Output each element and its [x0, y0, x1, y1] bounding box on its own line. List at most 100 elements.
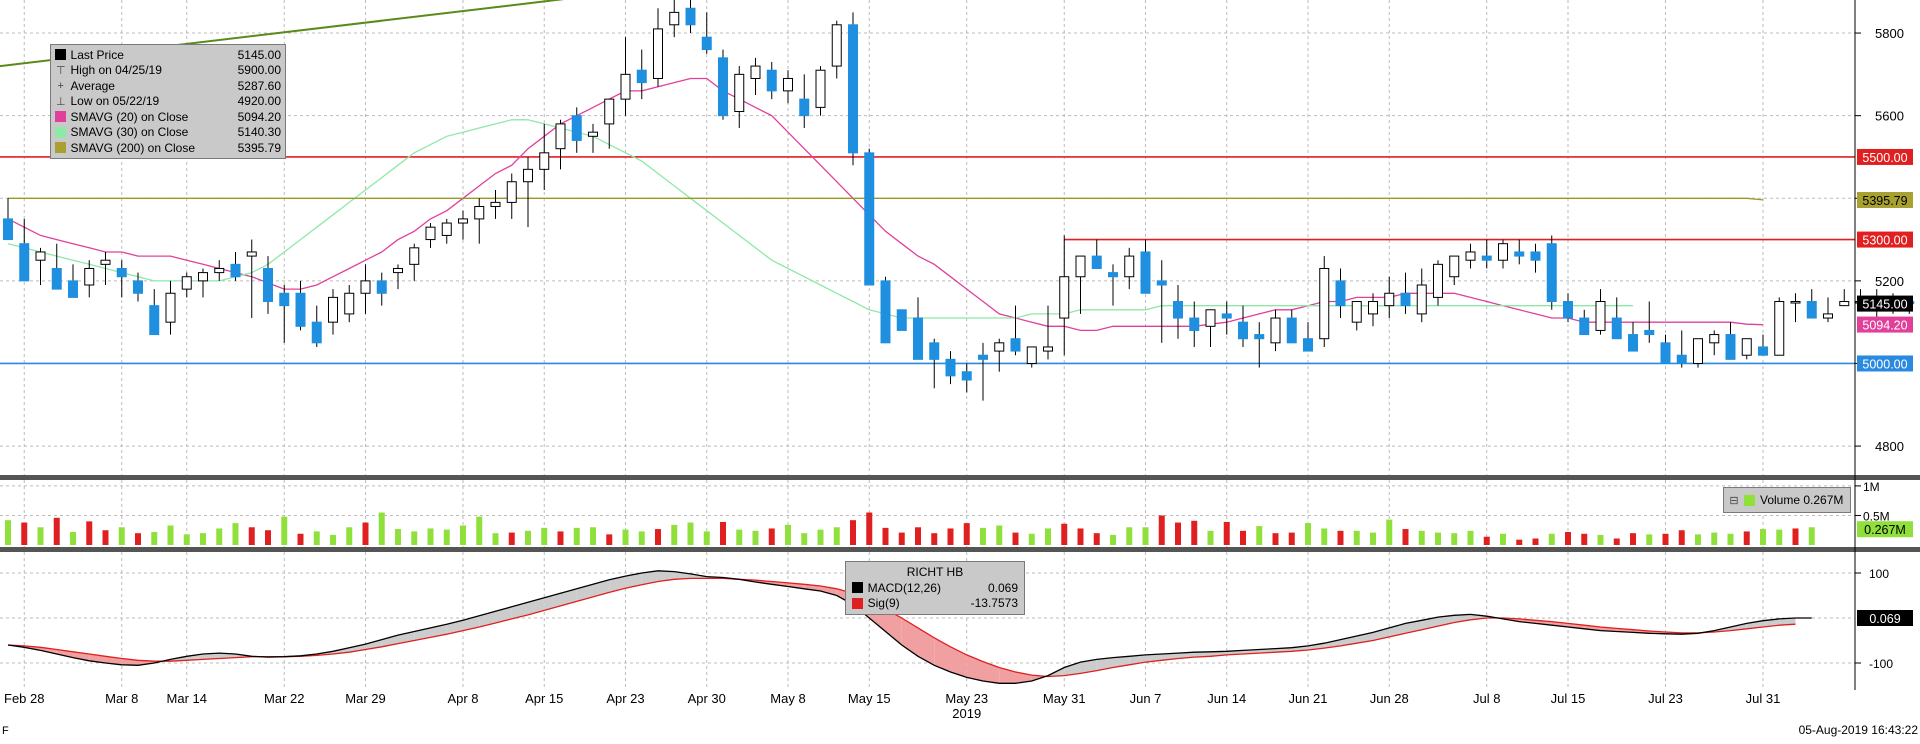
- volume-bar: [1776, 530, 1782, 545]
- candle-body: [1109, 273, 1118, 277]
- candle-body: [914, 318, 923, 359]
- candle-body: [1515, 252, 1524, 256]
- candle-body: [637, 70, 646, 82]
- volume-bar: [1403, 529, 1409, 545]
- candle-body: [264, 268, 273, 301]
- moving-average-line: [8, 198, 1763, 200]
- volume-bar: [850, 520, 856, 545]
- volume-bar: [818, 530, 824, 545]
- candle-body: [686, 8, 695, 25]
- x-tick-label: Mar 8: [105, 691, 138, 706]
- candle-body: [1547, 244, 1556, 302]
- volume-bar: [493, 533, 499, 545]
- candle-body: [962, 372, 971, 380]
- candle-body: [20, 244, 29, 281]
- volume-bar: [1273, 533, 1279, 545]
- volume-bar: [233, 523, 239, 545]
- candle-body: [735, 74, 744, 111]
- candle-body: [1531, 252, 1540, 260]
- panel-divider: [0, 547, 1920, 552]
- volume-bar: [655, 529, 661, 545]
- legend-value: 5900.00: [214, 63, 281, 77]
- volume-swatch: [1744, 495, 1755, 506]
- candle-body: [1807, 302, 1816, 319]
- volume-bar: [1321, 528, 1327, 545]
- x-tick-label: Jun 14: [1207, 691, 1246, 706]
- candle-body: [329, 297, 338, 322]
- volume-bar: [1370, 533, 1376, 545]
- volume-bar: [54, 518, 60, 545]
- candle-body: [1596, 302, 1605, 331]
- volume-bar: [1045, 528, 1051, 545]
- volume-bar: [1191, 521, 1197, 545]
- candle-body: [69, 281, 78, 298]
- candle-body: [1645, 330, 1654, 334]
- x-tick-label: Apr 23: [606, 691, 644, 706]
- candle-body: [540, 153, 549, 170]
- candle-body: [101, 260, 110, 264]
- candle-body: [1027, 347, 1036, 364]
- candle-body: [946, 359, 955, 376]
- legend-value: 0.069: [964, 581, 1018, 595]
- timestamp: 05-Aug-2019 16:43:22: [1799, 723, 1919, 737]
- macd-tag-label: 0.069: [1869, 612, 1900, 626]
- legend-value: 5287.60: [214, 79, 281, 93]
- y-tick-label: 5200: [1875, 274, 1904, 289]
- volume-bar: [21, 523, 27, 545]
- legend-label: SMAVG (20) on Close: [71, 110, 215, 124]
- candle-body: [459, 219, 468, 223]
- volume-bar: [671, 525, 677, 545]
- candle-body: [1076, 256, 1085, 277]
- volume-tag-label: 0.267M: [1864, 523, 1906, 537]
- x-tick-label: Jul 15: [1551, 691, 1586, 706]
- legend-label: MACD(12,26): [868, 581, 964, 595]
- volume-bar: [1305, 523, 1311, 545]
- volume-bar: [476, 517, 482, 545]
- candle-body: [1044, 347, 1053, 351]
- volume-bar: [1289, 533, 1295, 545]
- candle-body: [702, 37, 711, 49]
- candle-body: [1824, 314, 1833, 318]
- collapse-icon[interactable]: ⊟: [1728, 494, 1740, 507]
- volume-bar: [428, 528, 434, 545]
- candle-body: [166, 293, 175, 322]
- macd-tick-label: -100: [1869, 657, 1893, 671]
- price-tag-label: 5145.00: [1862, 298, 1907, 312]
- x-tick-label: Apr 15: [525, 691, 563, 706]
- candle-body: [1352, 302, 1361, 323]
- volume-bar: [281, 517, 287, 545]
- volume-bar: [525, 531, 531, 545]
- y-tick-label: 4800: [1875, 439, 1904, 454]
- candle-body: [1482, 256, 1491, 260]
- x-tick-label: Jul 31: [1746, 691, 1781, 706]
- price-tags: 5500.005395.795300.005145.005094.205000.…: [1857, 149, 1913, 626]
- volume-bar: [1484, 537, 1490, 545]
- volume-bar: [1451, 533, 1457, 545]
- x-tick-label: Jul 8: [1473, 691, 1500, 706]
- x-tick-label: Feb 28: [4, 691, 44, 706]
- candle-body: [1304, 339, 1313, 351]
- candle-body: [1694, 339, 1703, 364]
- candle-body: [1434, 264, 1443, 297]
- candle-body: [1791, 302, 1800, 304]
- x-tick-label: Apr 30: [688, 691, 726, 706]
- candle-body: [995, 343, 1004, 351]
- x-tick-label: May 31: [1043, 691, 1086, 706]
- volume-bar: [1159, 515, 1165, 545]
- candle-body: [1417, 285, 1426, 314]
- candle-body: [524, 169, 533, 181]
- candle-body: [296, 293, 305, 326]
- volume-bar: [38, 527, 44, 545]
- candle-body: [134, 281, 143, 293]
- volume-bar: [1581, 534, 1587, 545]
- candle-body: [4, 219, 13, 240]
- candle-body: [199, 273, 208, 281]
- volume-bar: [330, 535, 336, 545]
- macd-legend-title: RICHT HB: [852, 565, 1018, 580]
- volume-bar: [395, 529, 401, 545]
- volume-bar: [574, 528, 580, 545]
- volume-bar: [1386, 520, 1392, 545]
- volume-bar: [509, 533, 515, 545]
